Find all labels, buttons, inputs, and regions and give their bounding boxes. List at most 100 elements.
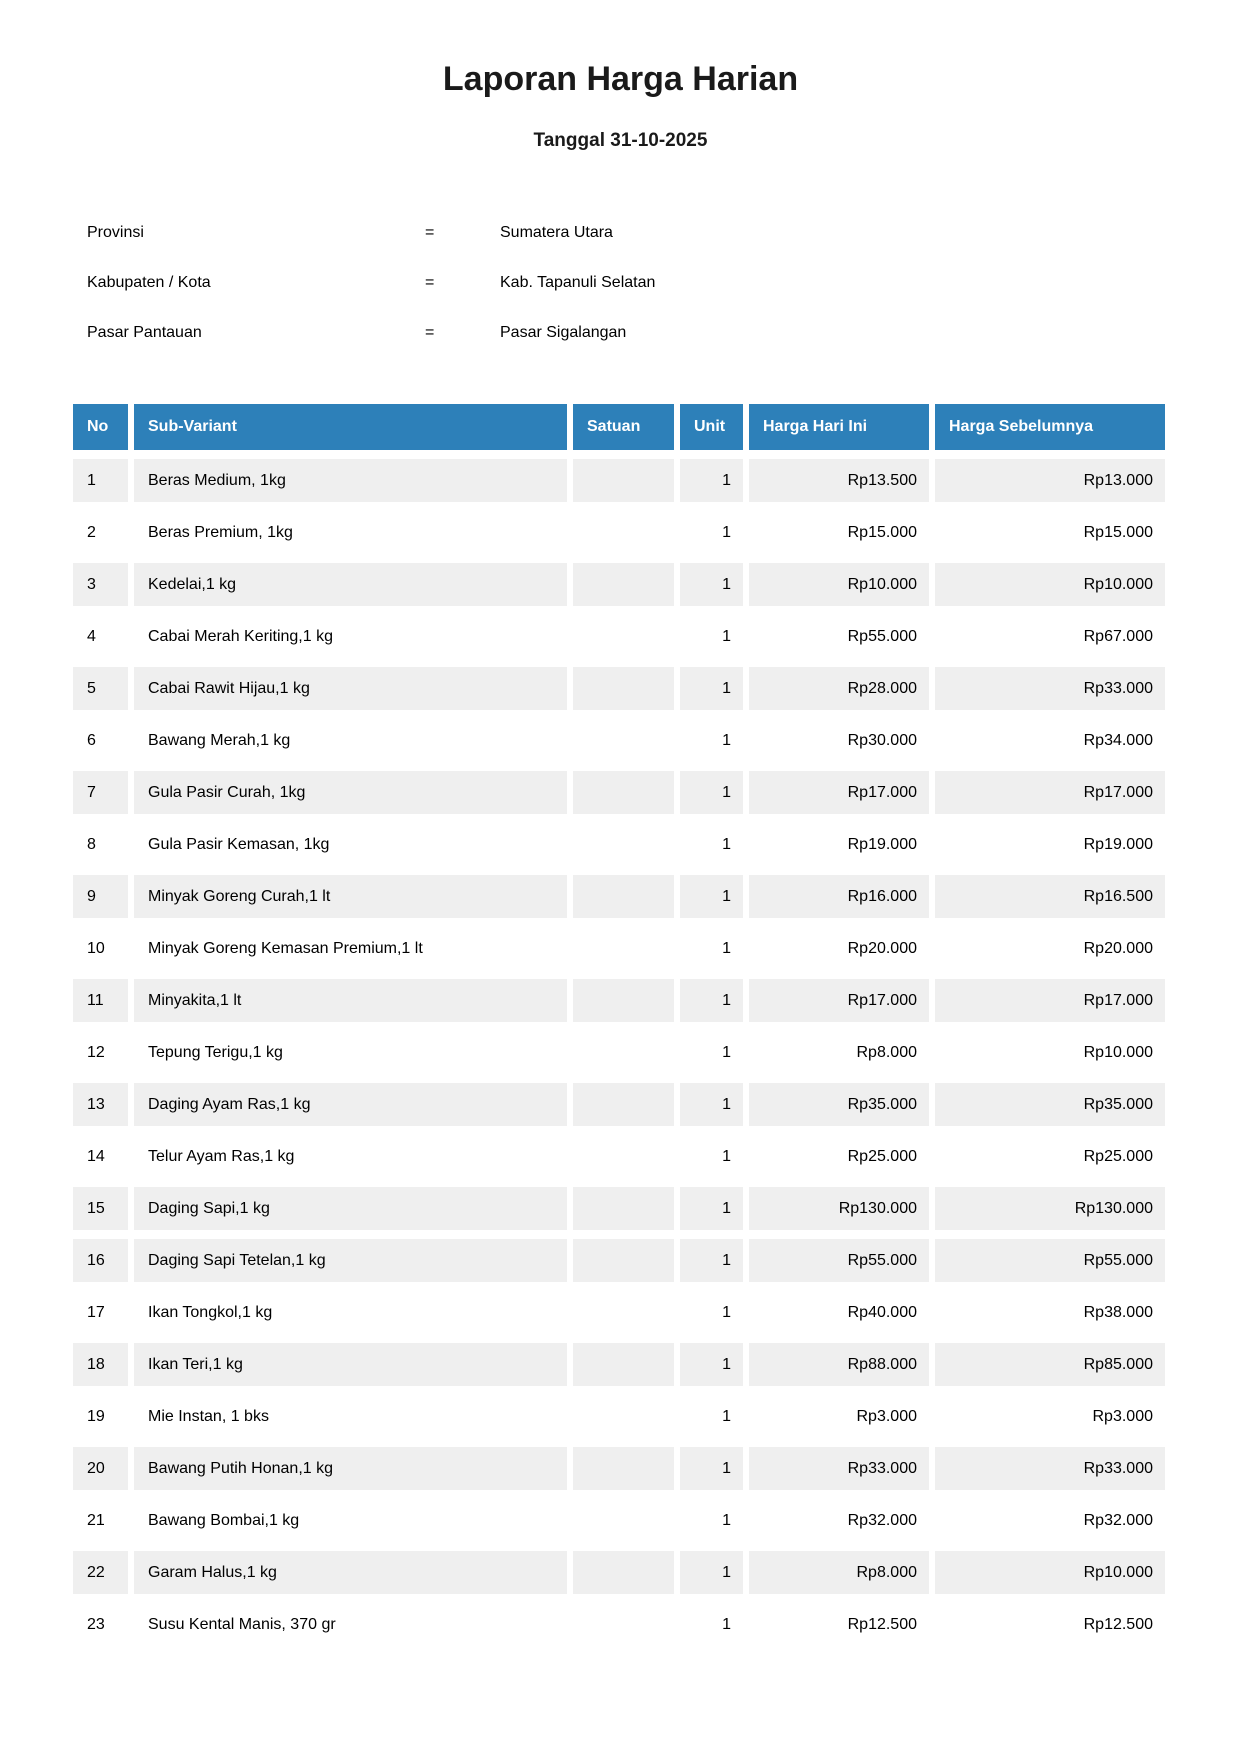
cell-satuan [573,771,674,814]
cell-satuan [573,719,674,762]
table-row: 14 Telur Ayam Ras,1 kg 1 Rp25.000 Rp25.000 [73,1135,1165,1178]
equals-sign: = [425,224,435,241]
cell-no: 11 [73,979,128,1022]
cell-sub-variant: Minyakita,1 lt [134,979,567,1022]
table-row: 15 Daging Sapi,1 kg 1 Rp130.000 Rp130.000 [73,1187,1165,1230]
cell-harga-hari-ini: Rp28.000 [749,667,929,710]
info-value: Kab. Tapanuli Selatan [500,274,656,291]
cell-sub-variant: Daging Sapi Tetelan,1 kg [134,1239,567,1282]
cell-no: 22 [73,1551,128,1594]
cell-unit: 1 [680,667,743,710]
cell-satuan [573,1551,674,1594]
cell-unit: 1 [680,1447,743,1490]
cell-satuan [573,1343,674,1386]
table-row: 6 Bawang Merah,1 kg 1 Rp30.000 Rp34.000 [73,719,1165,762]
cell-satuan [573,667,674,710]
report-info-block: Provinsi = Sumatera Utara Kabupaten / Ko… [0,208,1241,358]
cell-unit: 1 [680,1083,743,1126]
cell-harga-hari-ini: Rp8.000 [749,1031,929,1074]
cell-no: 16 [73,1239,128,1282]
cell-harga-sebelumnya: Rp13.000 [935,459,1165,502]
cell-no: 5 [73,667,128,710]
cell-no: 18 [73,1343,128,1386]
cell-harga-hari-ini: Rp55.000 [749,1239,929,1282]
table-header-row: No Sub-Variant Satuan Unit Harga Hari In… [73,404,1165,450]
cell-harga-hari-ini: Rp15.000 [749,511,929,554]
cell-sub-variant: Susu Kental Manis, 370 gr [134,1603,567,1646]
cell-sub-variant: Telur Ayam Ras,1 kg [134,1135,567,1178]
cell-satuan [573,563,674,606]
cell-harga-sebelumnya: Rp130.000 [935,1187,1165,1230]
cell-sub-variant: Ikan Teri,1 kg [134,1343,567,1386]
cell-sub-variant: Bawang Putih Honan,1 kg [134,1447,567,1490]
cell-harga-hari-ini: Rp17.000 [749,771,929,814]
cell-no: 19 [73,1395,128,1438]
table-row: 10 Minyak Goreng Kemasan Premium,1 lt 1 Rp2… [73,927,1165,970]
table-row: 19 Mie Instan, 1 bks 1 Rp3.000 Rp3.000 [73,1395,1165,1438]
info-label: Pasar Pantauan [87,324,202,341]
info-row-pasar-pantauan: Pasar Pantauan = Pasar Sigalangan [0,308,1241,358]
cell-harga-sebelumnya: Rp10.000 [935,1031,1165,1074]
cell-harga-sebelumnya: Rp33.000 [935,1447,1165,1490]
cell-unit: 1 [680,719,743,762]
cell-harga-hari-ini: Rp40.000 [749,1291,929,1334]
table-row: 23 Susu Kental Manis, 370 gr 1 Rp12.500 Rp12… [73,1603,1165,1646]
column-header-harga-hari-ini: Harga Hari Ini [749,404,929,450]
cell-unit: 1 [680,1239,743,1282]
cell-no: 1 [73,459,128,502]
column-header-satuan: Satuan [573,404,674,450]
cell-no: 10 [73,927,128,970]
table-row: 13 Daging Ayam Ras,1 kg 1 Rp35.000 Rp35.000 [73,1083,1165,1126]
cell-unit: 1 [680,1031,743,1074]
table-row: 16 Daging Sapi Tetelan,1 kg 1 Rp55.000 Rp55.… [73,1239,1165,1282]
table-row: 3 Kedelai,1 kg 1 Rp10.000 Rp10.000 [73,563,1165,606]
cell-sub-variant: Bawang Merah,1 kg [134,719,567,762]
cell-no: 13 [73,1083,128,1126]
cell-unit: 1 [680,1187,743,1230]
cell-satuan [573,823,674,866]
cell-no: 7 [73,771,128,814]
cell-unit: 1 [680,823,743,866]
cell-harga-sebelumnya: Rp34.000 [935,719,1165,762]
cell-harga-sebelumnya: Rp33.000 [935,667,1165,710]
cell-sub-variant: Gula Pasir Kemasan, 1kg [134,823,567,866]
cell-satuan [573,1239,674,1282]
cell-harga-hari-ini: Rp17.000 [749,979,929,1022]
cell-sub-variant: Daging Ayam Ras,1 kg [134,1083,567,1126]
info-value: Sumatera Utara [500,224,613,241]
cell-harga-hari-ini: Rp55.000 [749,615,929,658]
cell-harga-sebelumnya: Rp20.000 [935,927,1165,970]
cell-unit: 1 [680,615,743,658]
cell-unit: 1 [680,1603,743,1646]
cell-harga-sebelumnya: Rp15.000 [935,511,1165,554]
table-row: 7 Gula Pasir Curah, 1kg 1 Rp17.000 Rp17.000 [73,771,1165,814]
cell-sub-variant: Daging Sapi,1 kg [134,1187,567,1230]
cell-harga-hari-ini: Rp130.000 [749,1187,929,1230]
cell-harga-sebelumnya: Rp35.000 [935,1083,1165,1126]
equals-sign: = [425,274,435,291]
cell-harga-hari-ini: Rp30.000 [749,719,929,762]
table-row: 17 Ikan Tongkol,1 kg 1 Rp40.000 Rp38.000 [73,1291,1165,1334]
cell-no: 8 [73,823,128,866]
table-row: 22 Garam Halus,1 kg 1 Rp8.000 Rp10.000 [73,1551,1165,1594]
column-header-harga-sebelumnya: Harga Sebelumnya [935,404,1165,450]
cell-sub-variant: Gula Pasir Curah, 1kg [134,771,567,814]
cell-harga-hari-ini: Rp12.500 [749,1603,929,1646]
cell-sub-variant: Beras Medium, 1kg [134,459,567,502]
cell-harga-hari-ini: Rp25.000 [749,1135,929,1178]
cell-harga-hari-ini: Rp35.000 [749,1083,929,1126]
table-row: 18 Ikan Teri,1 kg 1 Rp88.000 Rp85.000 [73,1343,1165,1386]
cell-satuan [573,1447,674,1490]
cell-satuan [573,1291,674,1334]
cell-sub-variant: Garam Halus,1 kg [134,1551,567,1594]
table-row: 11 Minyakita,1 lt 1 Rp17.000 Rp17.000 [73,979,1165,1022]
cell-harga-sebelumnya: Rp16.500 [935,875,1165,918]
cell-unit: 1 [680,1343,743,1386]
cell-unit: 1 [680,563,743,606]
cell-satuan [573,1187,674,1230]
cell-harga-sebelumnya: Rp12.500 [935,1603,1165,1646]
cell-harga-hari-ini: Rp8.000 [749,1551,929,1594]
cell-harga-sebelumnya: Rp3.000 [935,1395,1165,1438]
cell-harga-hari-ini: Rp3.000 [749,1395,929,1438]
